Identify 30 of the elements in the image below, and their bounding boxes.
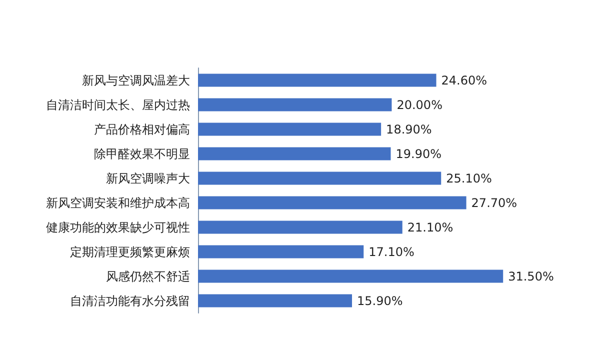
data-label: 27.70% (471, 196, 518, 210)
data-label: 19.90% (396, 146, 442, 161)
y-tick-label: 风感仍然不舒适 (106, 269, 190, 284)
data-label: 31.50% (508, 269, 554, 284)
bar (198, 147, 391, 160)
data-label: 20.00% (396, 98, 442, 112)
data-label: 18.90% (386, 122, 432, 136)
bar (198, 294, 352, 308)
bar (198, 122, 382, 136)
bar (198, 245, 364, 258)
bar (198, 196, 466, 210)
data-label: 25.10% (446, 171, 492, 186)
y-tick-label: 新风空调安装和维护成本高 (46, 196, 190, 210)
y-tick-label: 健康功能的效果缺少可视性 (46, 220, 190, 234)
bar (198, 172, 442, 185)
data-label: 21.10% (407, 220, 454, 234)
y-tick-label: 定期清理更频繁更麻烦 (70, 244, 190, 259)
y-tick-label: 自清洁功能有水分残留 (70, 294, 190, 308)
bar (198, 220, 402, 234)
y-tick-label: 新风空调噪声大 (106, 171, 190, 186)
y-tick-label: 自清洁时间太长、屋内过热 (46, 98, 190, 112)
y-tick-label: 新风与空调风温差大 (82, 73, 190, 88)
data-label: 15.90% (357, 294, 403, 308)
bar (198, 270, 504, 283)
y-tick-label: 除甲醛效果不明显 (94, 146, 190, 161)
y-tick-label: 产品价格相对偏高 (94, 122, 190, 136)
bar (198, 98, 392, 112)
data-label: 17.10% (368, 244, 414, 259)
bar (198, 74, 436, 87)
data-label: 24.60% (441, 73, 488, 88)
